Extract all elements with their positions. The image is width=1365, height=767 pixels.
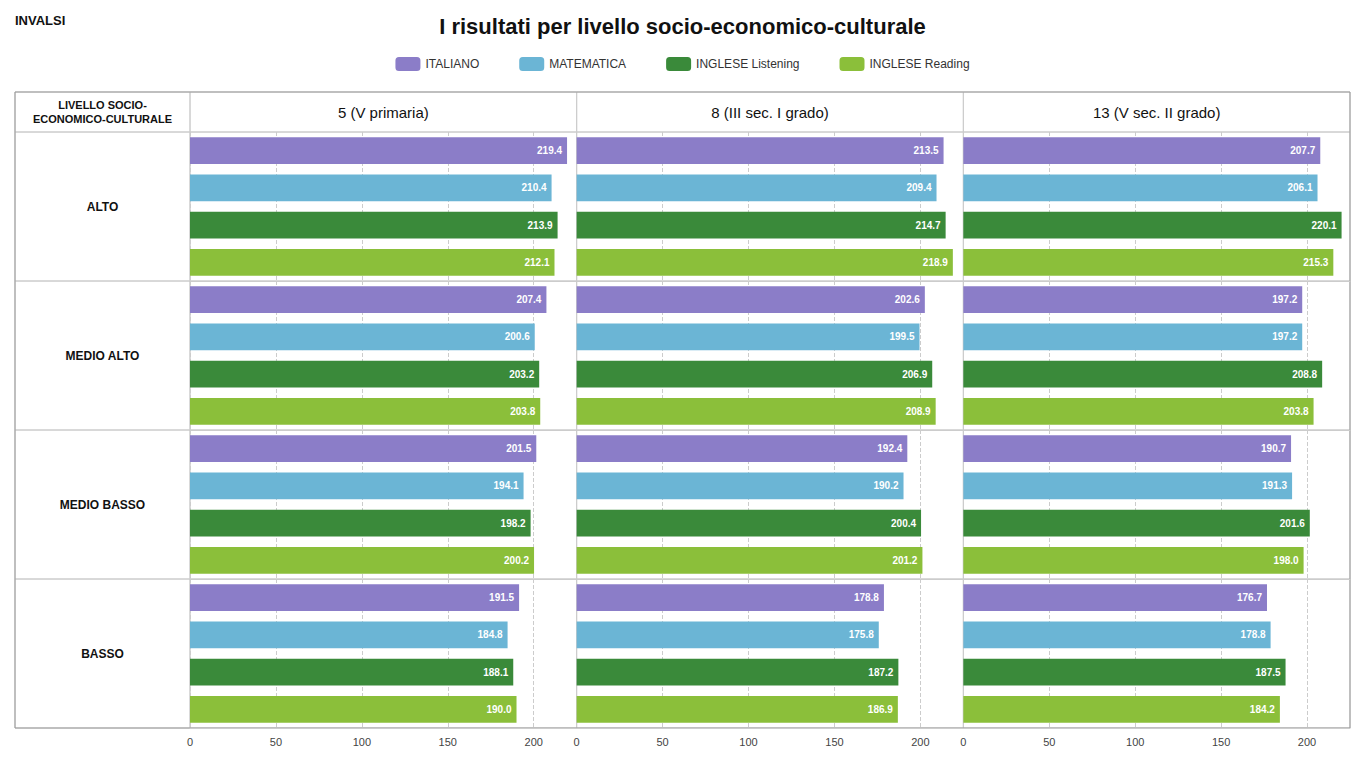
svg-text:13 (V sec. II grado): 13 (V sec. II grado) bbox=[1093, 104, 1221, 121]
svg-text:212.1: 212.1 bbox=[524, 257, 549, 268]
svg-text:0: 0 bbox=[574, 736, 580, 748]
svg-text:175.8: 175.8 bbox=[849, 629, 874, 640]
svg-text:201.2: 201.2 bbox=[892, 555, 917, 566]
svg-text:100: 100 bbox=[739, 736, 757, 748]
svg-text:201.5: 201.5 bbox=[506, 443, 531, 454]
svg-text:190.2: 190.2 bbox=[873, 480, 898, 491]
svg-text:176.7: 176.7 bbox=[1237, 592, 1262, 603]
svg-text:213.5: 213.5 bbox=[914, 145, 939, 156]
svg-text:190.7: 190.7 bbox=[1261, 443, 1286, 454]
svg-text:199.5: 199.5 bbox=[889, 331, 914, 342]
svg-text:ALTO: ALTO bbox=[87, 200, 119, 214]
svg-text:BASSO: BASSO bbox=[81, 647, 124, 661]
svg-text:194.1: 194.1 bbox=[494, 480, 519, 491]
svg-text:150: 150 bbox=[1212, 736, 1230, 748]
svg-text:186.9: 186.9 bbox=[868, 704, 893, 715]
svg-text:100: 100 bbox=[353, 736, 371, 748]
svg-text:198.2: 198.2 bbox=[501, 518, 526, 529]
svg-text:208.9: 208.9 bbox=[906, 406, 931, 417]
svg-text:INGLESE Listening: INGLESE Listening bbox=[696, 57, 799, 71]
svg-text:50: 50 bbox=[656, 736, 668, 748]
svg-text:191.5: 191.5 bbox=[489, 592, 514, 603]
svg-text:191.3: 191.3 bbox=[1262, 480, 1287, 491]
svg-text:203.2: 203.2 bbox=[509, 369, 534, 380]
svg-text:INVALSI: INVALSI bbox=[15, 13, 65, 28]
svg-text:198.0: 198.0 bbox=[1274, 555, 1299, 566]
svg-text:LIVELLO SOCIO-: LIVELLO SOCIO- bbox=[58, 99, 147, 111]
svg-text:208.8: 208.8 bbox=[1292, 369, 1317, 380]
svg-text:190.0: 190.0 bbox=[486, 704, 511, 715]
svg-text:5 (V primaria): 5 (V primaria) bbox=[338, 104, 429, 121]
svg-text:184.2: 184.2 bbox=[1250, 704, 1275, 715]
svg-text:MEDIO ALTO: MEDIO ALTO bbox=[66, 349, 140, 363]
svg-text:200: 200 bbox=[1298, 736, 1316, 748]
svg-text:184.8: 184.8 bbox=[478, 629, 503, 640]
svg-text:210.4: 210.4 bbox=[522, 182, 547, 193]
svg-text:214.7: 214.7 bbox=[916, 220, 941, 231]
svg-text:ITALIANO: ITALIANO bbox=[425, 57, 479, 71]
svg-text:I risultati per livello socio-: I risultati per livello socio-economico-… bbox=[439, 14, 926, 39]
svg-text:207.7: 207.7 bbox=[1290, 145, 1315, 156]
svg-text:ECONOMICO-CULTURALE: ECONOMICO-CULTURALE bbox=[33, 113, 172, 125]
svg-text:203.8: 203.8 bbox=[1284, 406, 1309, 417]
svg-text:197.2: 197.2 bbox=[1272, 331, 1297, 342]
svg-text:206.1: 206.1 bbox=[1287, 182, 1312, 193]
svg-text:200.4: 200.4 bbox=[891, 518, 916, 529]
svg-text:219.4: 219.4 bbox=[537, 145, 562, 156]
svg-text:201.6: 201.6 bbox=[1280, 518, 1305, 529]
svg-text:50: 50 bbox=[1043, 736, 1055, 748]
svg-text:187.2: 187.2 bbox=[868, 667, 893, 678]
svg-text:MATEMATICA: MATEMATICA bbox=[549, 57, 626, 71]
svg-text:207.4: 207.4 bbox=[516, 294, 541, 305]
svg-text:150: 150 bbox=[825, 736, 843, 748]
svg-text:MEDIO BASSO: MEDIO BASSO bbox=[60, 498, 145, 512]
svg-text:0: 0 bbox=[187, 736, 193, 748]
svg-text:206.9: 206.9 bbox=[902, 369, 927, 380]
svg-text:200: 200 bbox=[525, 736, 543, 748]
svg-text:0: 0 bbox=[960, 736, 966, 748]
svg-text:213.9: 213.9 bbox=[528, 220, 553, 231]
svg-text:200.2: 200.2 bbox=[504, 555, 529, 566]
svg-text:100: 100 bbox=[1126, 736, 1144, 748]
svg-text:197.2: 197.2 bbox=[1272, 294, 1297, 305]
svg-text:215.3: 215.3 bbox=[1303, 257, 1328, 268]
svg-text:188.1: 188.1 bbox=[483, 667, 508, 678]
svg-text:INGLESE Reading: INGLESE Reading bbox=[870, 57, 970, 71]
svg-text:187.5: 187.5 bbox=[1256, 667, 1281, 678]
svg-text:202.6: 202.6 bbox=[895, 294, 920, 305]
svg-text:192.4: 192.4 bbox=[877, 443, 902, 454]
svg-text:203.8: 203.8 bbox=[510, 406, 535, 417]
svg-text:209.4: 209.4 bbox=[906, 182, 931, 193]
svg-text:150: 150 bbox=[439, 736, 457, 748]
svg-text:220.1: 220.1 bbox=[1312, 220, 1337, 231]
svg-text:200: 200 bbox=[911, 736, 929, 748]
svg-text:8 (III sec. I grado): 8 (III sec. I grado) bbox=[711, 104, 829, 121]
svg-text:200.6: 200.6 bbox=[505, 331, 530, 342]
svg-text:178.8: 178.8 bbox=[1241, 629, 1266, 640]
svg-text:218.9: 218.9 bbox=[923, 257, 948, 268]
svg-text:178.8: 178.8 bbox=[854, 592, 879, 603]
svg-text:50: 50 bbox=[270, 736, 282, 748]
